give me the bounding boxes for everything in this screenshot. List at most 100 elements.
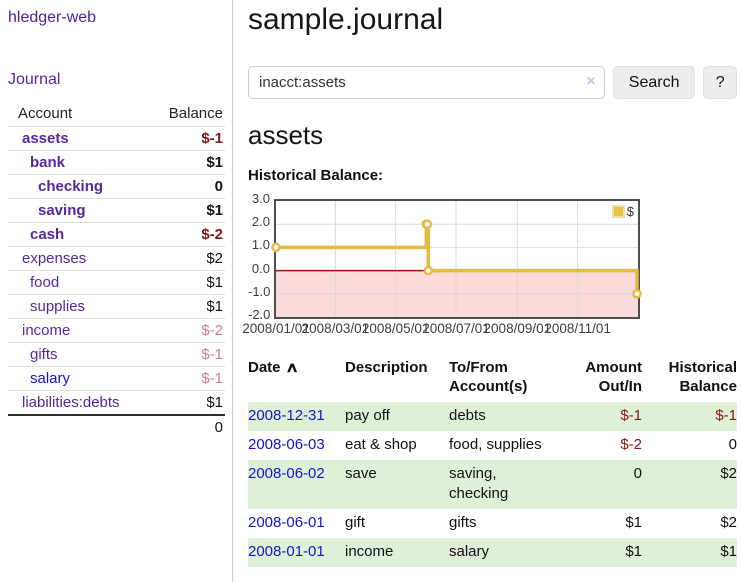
date-column-header[interactable]: Date ∧ <box>248 359 299 376</box>
transaction-amount: $1 <box>574 538 642 567</box>
transaction-accounts: food, supplies <box>449 436 542 453</box>
account-row: checking 0 <box>8 174 225 198</box>
accounts-column-header: To/From Account(s) <box>449 359 528 395</box>
transaction-date-link[interactable]: 2008-06-03 <box>248 436 325 453</box>
account-total-row: 0 <box>8 414 225 437</box>
legend-swatch-icon <box>611 205 625 218</box>
transaction-date-link[interactable]: 2008-06-02 <box>248 465 325 482</box>
account-link[interactable]: salary <box>30 370 71 387</box>
account-link[interactable]: supplies <box>30 298 86 315</box>
account-link[interactable]: gifts <box>30 346 58 363</box>
main-content: sample.journal × Search ? assets Histori… <box>242 0 737 567</box>
transaction-amount: $1 <box>625 514 642 531</box>
account-balance: $-1 <box>201 346 223 363</box>
chart-title: Historical Balance: <box>248 167 384 184</box>
y-axis-tick-label: 3.0 <box>251 191 270 206</box>
account-link[interactable]: income <box>22 322 71 339</box>
description-column-header: Description <box>345 359 428 376</box>
legend-label: $ <box>626 204 634 219</box>
account-link[interactable]: saving <box>38 202 86 219</box>
y-axis-tick-label: 2.0 <box>251 214 270 230</box>
account-tree-rows: assets $-1 bank $1 checking 0 saving $1 cash $-2 e… <box>8 126 225 414</box>
table-row: 2008-06-01 gift gifts $1 $2 <box>248 509 737 538</box>
transaction-accounts: gifts <box>449 514 477 531</box>
account-tree-header: Account Balance <box>8 101 225 126</box>
transaction-accounts: salary <box>449 538 574 567</box>
x-axis-tick-label: 2008/05/01 <box>361 321 430 336</box>
transaction-amount: $-1 <box>574 402 642 431</box>
transaction-amount: $-2 <box>620 436 642 453</box>
total-balance: 0 <box>214 419 223 436</box>
transaction-description: eat & shop <box>345 436 417 453</box>
table-row: 2008-12-31 pay off debts $-1 $-1 <box>248 402 737 431</box>
chart-legend: $ <box>611 204 634 219</box>
sidebar: hledger-web Journal Account Balance asse… <box>0 0 233 582</box>
amount-column-header: Amount Out/In <box>585 359 642 395</box>
account-row: assets $-1 <box>8 126 225 150</box>
transaction-amount: 0 <box>574 460 642 509</box>
account-tree: Account Balance assets $-1 bank $1 checking 0… <box>8 101 225 437</box>
sort-ascending-icon: ∧ <box>284 359 299 375</box>
account-balance: $2 <box>206 250 223 267</box>
account-balance: 0 <box>214 178 223 195</box>
table-row: 2008-06-02 save saving, checking 0 $2 <box>248 460 737 509</box>
x-axis-tick-label: 2008/03/01 <box>301 321 370 336</box>
account-row: bank $1 <box>8 150 225 174</box>
table-row: 2008-06-03 eat & shop food, supplies $-2 0 <box>248 431 737 460</box>
clear-search-icon[interactable]: × <box>586 73 596 90</box>
chart-plot-area: $ <box>271 199 642 319</box>
transaction-accounts: saving, checking <box>449 460 574 509</box>
transaction-description: gift <box>345 514 366 531</box>
transaction-balance: $-1 <box>642 402 737 431</box>
register-header-row: Date ∧ Description To/From Account(s) Amo… <box>248 356 737 402</box>
app-title-link[interactable]: hledger-web <box>8 9 97 26</box>
account-balance: $1 <box>206 298 223 315</box>
search-input[interactable] <box>248 66 605 99</box>
account-row: cash $-2 <box>8 222 225 246</box>
transaction-description: save <box>345 460 449 509</box>
account-row: gifts $-1 <box>8 342 225 366</box>
historical-balance-chart: 3.0 2.0 1.0 0.0 -1.0 -2.0 $ 2008/01/01 2008/03… <box>242 192 737 336</box>
account-column-header: Account <box>18 105 73 122</box>
balance-column-header: Historical Balance <box>668 359 737 395</box>
transaction-balance: $1 <box>642 538 737 567</box>
transaction-balance: 0 <box>728 436 737 453</box>
balance-column-header: Balance <box>168 105 223 122</box>
account-balance: $-1 <box>201 130 223 147</box>
chart-canvas <box>271 201 642 317</box>
account-balance: $-2 <box>201 322 223 339</box>
transaction-date-link[interactable]: 2008-06-01 <box>248 514 325 531</box>
search-button[interactable]: Search <box>612 66 696 99</box>
account-link[interactable]: food <box>30 274 60 291</box>
account-balance: $1 <box>206 394 223 411</box>
transaction-description: income <box>345 538 449 567</box>
transaction-date-link[interactable]: 2008-12-31 <box>248 407 325 424</box>
x-axis-tick-label: 2008/09/01 <box>483 321 552 336</box>
account-row: supplies $1 <box>8 294 225 318</box>
account-link[interactable]: cash <box>30 226 65 243</box>
account-row: income $-2 <box>8 318 225 342</box>
account-link[interactable]: bank <box>30 154 66 171</box>
search-form: × Search ? <box>248 66 737 99</box>
y-axis-tick-label: 1.0 <box>251 237 270 253</box>
account-row: salary $-1 <box>8 366 225 390</box>
table-row: 2008-01-01 income salary $1 $1 <box>248 538 737 567</box>
x-axis-tick-label: 2008/07/01 <box>422 321 490 336</box>
account-balance: $1 <box>206 154 223 171</box>
y-axis-tick-label: -1.0 <box>248 283 271 299</box>
account-link[interactable]: checking <box>38 178 104 195</box>
account-balance: $-1 <box>201 370 223 387</box>
transaction-balance: $2 <box>642 460 737 509</box>
account-link[interactable]: expenses <box>22 250 87 267</box>
transaction-date-link[interactable]: 2008-01-01 <box>248 543 325 560</box>
account-balance: $-2 <box>201 226 223 243</box>
account-link[interactable]: liabilities:debts <box>22 394 120 411</box>
sidebar-item-journal[interactable]: Journal <box>8 71 61 88</box>
account-link[interactable]: assets <box>22 130 69 147</box>
help-button[interactable]: ? <box>703 66 737 99</box>
account-row: expenses $2 <box>8 246 225 270</box>
account-balance: $1 <box>206 274 223 291</box>
y-axis-tick-label: 0.0 <box>251 260 270 276</box>
x-axis-tick-label: 2008/01/01 <box>242 321 310 336</box>
account-row: food $1 <box>8 270 225 294</box>
